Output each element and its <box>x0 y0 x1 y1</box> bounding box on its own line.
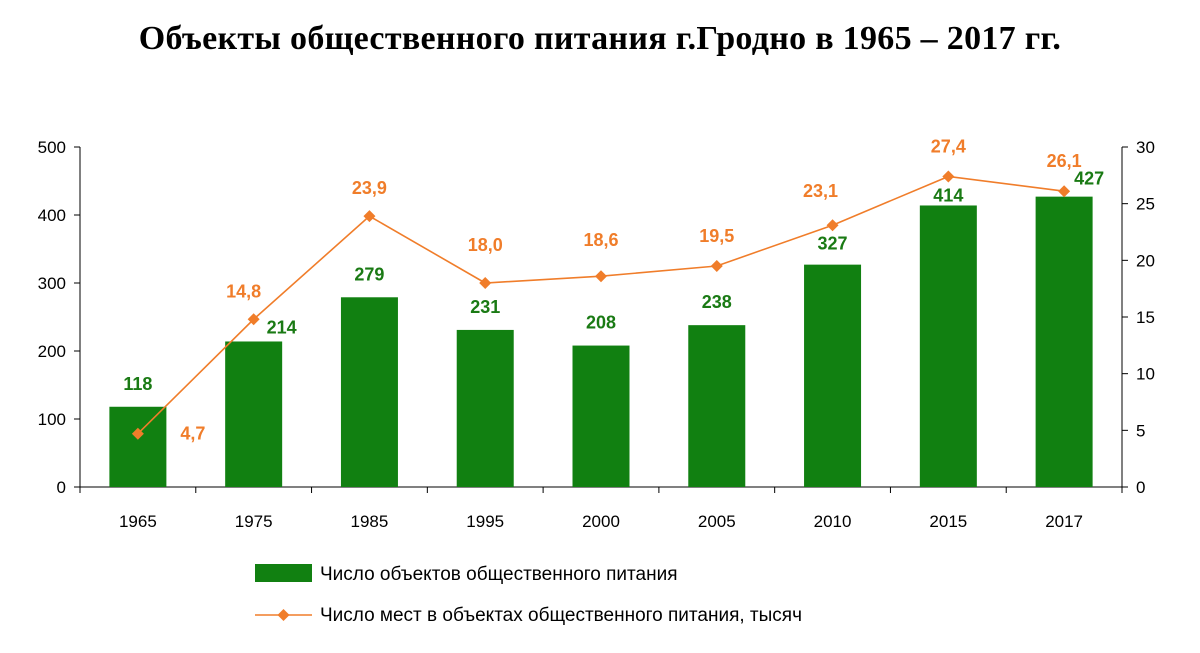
line-point <box>595 270 607 283</box>
page-title: Объекты общественного питания г.Гродно в… <box>138 20 1062 57</box>
y-tick-label-right: 30 <box>1136 138 1155 157</box>
line-data-label: 14,8 <box>226 281 261 301</box>
line-data-label: 23,1 <box>803 181 838 201</box>
legend: Число объектов общественного питания Числ… <box>255 564 802 626</box>
x-tick-label: 1985 <box>351 512 389 531</box>
line-data-label: 27,4 <box>931 136 966 156</box>
line-point <box>247 313 260 326</box>
y-tick-label-left: 0 <box>57 478 66 497</box>
line-point <box>479 277 492 289</box>
bar-data-label: 118 <box>123 374 152 394</box>
x-tick-label: 2000 <box>582 512 620 531</box>
bar <box>456 329 514 487</box>
y-tick-label-right: 0 <box>1136 478 1145 497</box>
x-tick-label: 1965 <box>119 512 157 531</box>
x-tick-label: 2017 <box>1045 512 1083 531</box>
x-tick-label: 2005 <box>698 512 736 531</box>
legend-line-label: Число мест в объектах общественного пита… <box>320 605 802 626</box>
bar-data-label: 208 <box>586 313 616 333</box>
line-series <box>131 170 1071 440</box>
line-point <box>826 219 839 232</box>
bar <box>1035 196 1093 487</box>
y-tick-label-right: 20 <box>1136 251 1155 270</box>
y-tick-label-left: 300 <box>38 274 66 293</box>
x-tick-label: 1975 <box>235 512 273 531</box>
bar-data-label: 427 <box>1074 169 1104 189</box>
line-data-label: 4,7 <box>180 424 205 444</box>
bar-data-label: 327 <box>818 234 848 254</box>
line-data-label: 23,9 <box>352 178 387 198</box>
bar <box>109 406 167 487</box>
bar-data-label: 414 <box>933 185 963 205</box>
y-tick-label-right: 5 <box>1136 421 1145 440</box>
bar <box>225 341 283 487</box>
bar <box>804 264 862 487</box>
x-tick-label: 2015 <box>929 512 967 531</box>
line-data-label: 19,5 <box>699 226 734 246</box>
bar-series <box>109 196 1093 488</box>
line-point <box>131 427 144 440</box>
bar <box>919 205 977 488</box>
data-labels: 118 214 279 231 208 238 327 414 427 4,7 14,8 23,9 18… <box>123 136 1104 443</box>
bar <box>340 297 398 487</box>
bar <box>688 325 746 487</box>
line-point <box>710 260 723 272</box>
line-data-label: 26,1 <box>1047 151 1082 171</box>
bar <box>572 345 630 487</box>
y-tick-label-right: 25 <box>1136 195 1155 214</box>
y-tick-label-left: 100 <box>38 410 66 429</box>
legend-line-marker <box>277 609 290 621</box>
y-tick-label-right: 10 <box>1136 365 1155 384</box>
line-point <box>1058 185 1071 198</box>
line-data-label: 18,0 <box>468 235 503 255</box>
line-point <box>363 210 376 223</box>
line-point <box>942 170 955 183</box>
line-data-label: 18,6 <box>583 230 618 250</box>
legend-bar-swatch <box>255 564 312 582</box>
y-tick-label-left: 500 <box>38 138 66 157</box>
legend-bar-label: Число объектов общественного питания <box>320 564 677 585</box>
x-tick-label: 2010 <box>814 512 852 531</box>
bar-data-label: 279 <box>354 264 384 284</box>
bar-data-label: 214 <box>267 317 297 337</box>
y-tick-label-left: 400 <box>38 206 66 225</box>
y-tick-label-right: 15 <box>1136 308 1155 327</box>
x-tick-label: 1995 <box>466 512 504 531</box>
bar-data-label: 238 <box>702 292 732 312</box>
y-tick-label-left: 200 <box>38 342 66 361</box>
bar-data-label: 231 <box>470 297 500 317</box>
